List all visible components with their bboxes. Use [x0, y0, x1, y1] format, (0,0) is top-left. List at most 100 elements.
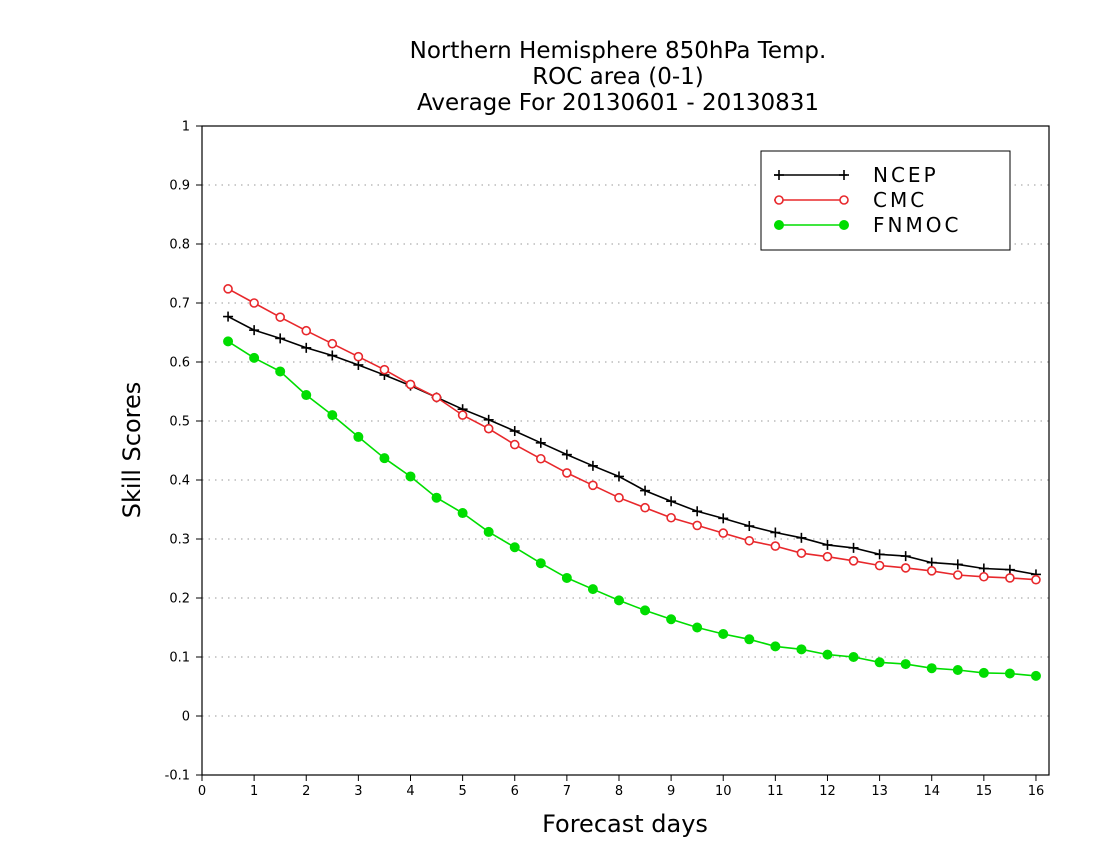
legend-marker — [774, 220, 784, 230]
cmc-point — [1005, 573, 1015, 583]
cmc-line — [227, 288, 1037, 581]
fnmoc-line — [227, 340, 1037, 677]
y-axis-label: Skill Scores — [118, 382, 146, 519]
cmc-point — [952, 570, 963, 580]
cmc-point — [926, 566, 937, 576]
cmc-point — [770, 541, 781, 551]
fnmoc-point — [301, 390, 312, 401]
cmc-point — [848, 556, 859, 566]
cmc-point — [666, 512, 676, 523]
plot-frame — [201, 125, 1050, 776]
chart-title: Northern Hemisphere 850hPa Temp. ROC are… — [410, 38, 827, 116]
y-tick-label: 0.5 — [169, 415, 190, 430]
x-tick-label: 8 — [615, 784, 623, 799]
x-tick-label: 10 — [715, 784, 732, 799]
x-tick-label: 13 — [871, 784, 888, 799]
cmc-point — [509, 439, 520, 450]
y-tick-label: 0.8 — [169, 238, 190, 253]
fnmoc-point — [718, 628, 729, 639]
fnmoc-point — [587, 584, 598, 595]
fnmoc-point — [822, 649, 833, 660]
cmc-point — [900, 563, 911, 573]
ncep-line — [227, 315, 1037, 576]
fnmoc-point — [900, 659, 911, 670]
ncep-point — [561, 449, 572, 460]
fnmoc-point — [431, 492, 442, 503]
fnmoc-point — [457, 508, 468, 519]
cmc-point — [353, 351, 364, 362]
y-axis-ticks: -0.1 0 0.1 0.2 0.3 0.4 0.5 0.6 0.7 0.8 0.9 1 — [165, 120, 202, 784]
fnmoc-point — [848, 652, 859, 662]
legend-marker — [774, 195, 784, 205]
ncep-point — [770, 527, 781, 538]
cmc-point — [1031, 574, 1041, 585]
cmc-point — [275, 312, 285, 322]
ncep-point — [874, 549, 885, 560]
cmc-point — [457, 410, 468, 420]
fnmoc-point — [223, 336, 234, 347]
ncep-point — [640, 485, 651, 496]
ncep-point — [978, 563, 989, 574]
ncep-point — [483, 414, 494, 425]
ncep-point — [535, 437, 546, 448]
legend-entry-fnmoc: FNMOC — [774, 213, 958, 237]
cmc-point — [692, 520, 702, 531]
fnmoc-point — [1004, 668, 1015, 679]
y-tick-label: 0.6 — [169, 356, 190, 371]
ncep-point — [900, 551, 911, 562]
fnmoc-point — [666, 614, 677, 625]
y-tick-label: 0.3 — [169, 533, 190, 548]
y-tick-label: 1 — [182, 120, 190, 135]
ncep-point — [718, 513, 729, 524]
cmc-point — [301, 325, 312, 336]
y-tick-label: -0.1 — [165, 769, 190, 784]
x-tick-label: 7 — [563, 784, 571, 799]
x-tick-label: 14 — [923, 784, 940, 799]
legend-entry-cmc: CMC — [774, 188, 927, 212]
fnmoc-point — [353, 431, 364, 442]
fnmoc-point — [379, 453, 390, 464]
fnmoc-point — [874, 657, 885, 668]
y-tick-label: 0.4 — [169, 474, 190, 489]
cmc-point — [431, 392, 442, 403]
cmc-point — [979, 571, 989, 582]
x-tick-label: 6 — [511, 784, 519, 799]
ncep-point — [952, 559, 963, 570]
series-cmc — [223, 284, 1041, 585]
ncep-point — [666, 496, 677, 507]
x-axis-ticks: 0 1 2 3 4 5 6 7 8 9 10 11 12 13 14 15 16 — [198, 775, 1044, 799]
cmc-point — [249, 298, 259, 308]
fnmoc-point — [926, 663, 937, 674]
ncep-point — [1004, 564, 1015, 575]
fnmoc-point — [535, 558, 546, 569]
fnmoc-point — [796, 644, 807, 655]
ncep-point — [744, 521, 755, 532]
fnmoc-point — [692, 622, 703, 633]
y-tick-label: 0.7 — [169, 297, 190, 312]
x-tick-label: 4 — [406, 784, 414, 799]
fnmoc-point — [1030, 670, 1041, 681]
chart-title-line-2: ROC area (0-1) — [532, 64, 704, 90]
cmc-point — [405, 379, 416, 390]
series-fnmoc — [223, 336, 1041, 681]
cmc-point — [588, 480, 598, 491]
cmc-point — [379, 364, 390, 375]
fnmoc-point — [405, 471, 416, 482]
ncep-point — [613, 471, 624, 482]
fnmoc-point — [978, 667, 989, 678]
x-tick-label: 2 — [302, 784, 310, 799]
fnmoc-point — [327, 410, 338, 421]
fnmoc-point — [613, 595, 624, 606]
chart-title-line-1: Northern Hemisphere 850hPa Temp. — [410, 38, 827, 64]
y-tick-label: 0 — [182, 710, 190, 725]
legend-marker — [839, 170, 849, 180]
ncep-point — [327, 350, 338, 361]
cmc-point — [483, 423, 494, 434]
ncep-point — [587, 460, 598, 471]
fnmoc-point — [275, 366, 286, 377]
legend-label-cmc: CMC — [873, 188, 927, 212]
x-tick-label: 3 — [354, 784, 362, 799]
fnmoc-point — [952, 664, 963, 675]
